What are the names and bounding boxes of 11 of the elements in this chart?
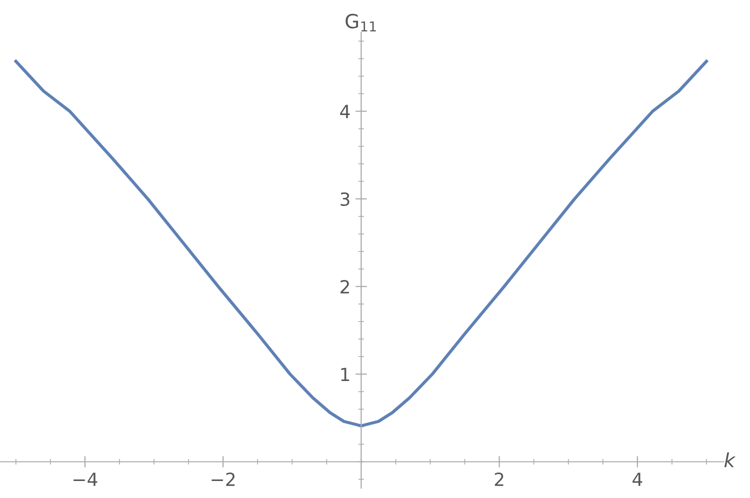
x-tick-label: −2 — [212, 472, 235, 486]
x-axis-title: k — [724, 452, 736, 468]
y-tick-label: 1 — [341, 368, 350, 381]
y-tick-label: 4 — [340, 104, 350, 118]
y-tick-label: 3 — [340, 192, 350, 206]
x-tick-label: 4 — [632, 472, 642, 486]
y-axis-title: G$_{11}$ — [346, 14, 376, 32]
y-tick-label: 2 — [340, 280, 349, 294]
x-tick-label: −4 — [74, 472, 98, 486]
x-tick-label: 2 — [494, 472, 504, 486]
line-series — [14, 60, 708, 428]
